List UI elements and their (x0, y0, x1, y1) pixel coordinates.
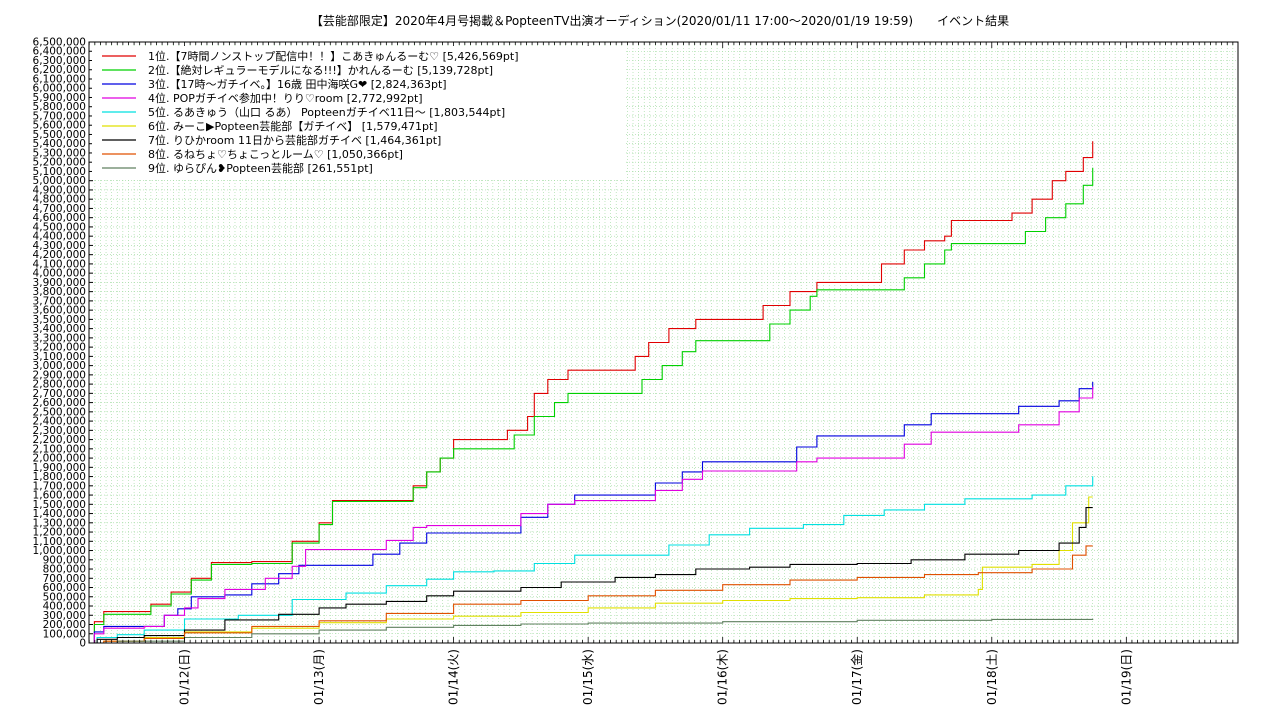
series-line (89, 545, 1093, 644)
y-tick-label: 900,000 (43, 554, 86, 566)
y-tick-label: 2,300,000 (33, 425, 86, 437)
legend-label: 1位.【7時間ノンストップ配信中！！】こあきゅんるーむ♡ [5,426,569p… (148, 49, 519, 63)
y-tick-label: 6,000,000 (33, 83, 86, 95)
y-tick-label: 3,600,000 (33, 305, 86, 317)
legend-label: 8位. るねちょ♡ちょこっとルーム♡ [1,050,366pt] (148, 147, 403, 161)
y-tick-label: 4,700,000 (33, 203, 86, 215)
y-tick-label: 4,800,000 (33, 194, 86, 206)
x-tick-label: 01/14(火) (447, 649, 461, 705)
x-tick-label: 01/19(日) (1119, 649, 1133, 705)
x-tick-label: 01/12(日) (178, 649, 192, 705)
y-tick-label: 1,800,000 (33, 471, 86, 483)
y-tick-label: 1,000,000 (33, 545, 86, 557)
series-layer (89, 141, 1094, 644)
y-tick-label: 4,100,000 (33, 258, 86, 270)
y-tick-label: 3,700,000 (33, 295, 86, 307)
y-tick-label: 4,300,000 (33, 240, 86, 252)
legend-label: 2位.【絶対レギュラーモデルになる!!!】かれんるーむ [5,139,728pt… (148, 63, 493, 77)
y-tick-label: 5,000,000 (33, 175, 86, 187)
x-tick-label: 01/13(月) (312, 649, 326, 705)
y-tick-label: 2,700,000 (33, 388, 86, 400)
y-tick-label: 6,200,000 (33, 64, 86, 76)
y-tick-label: 3,100,000 (33, 351, 86, 363)
y-tick-label: 5,400,000 (33, 138, 86, 150)
y-tick-label: 2,900,000 (33, 369, 86, 381)
y-tick-label: 2,000,000 (33, 453, 86, 465)
y-tick-label: 300,000 (43, 610, 86, 622)
y-tick-label: 1,400,000 (33, 508, 86, 520)
series-line (89, 507, 1093, 644)
series-line (89, 496, 1093, 644)
series-line (89, 618, 1094, 644)
y-tick-label: 5,800,000 (33, 101, 86, 113)
axis-layer: 0100,000200,000300,000400,000500,000600,… (33, 37, 1239, 705)
y-tick-label: 400,000 (43, 601, 86, 613)
y-tick-label: 3,300,000 (33, 332, 86, 344)
legend-label: 5位. るあきゅう（山口 るあ） Popteenガチイベ11日〜 [1,803,… (148, 105, 505, 119)
y-tick-label: 2,100,000 (33, 443, 86, 455)
y-tick-label: 5,200,000 (33, 157, 86, 169)
y-tick-label: 5,700,000 (33, 110, 86, 122)
y-tick-label: 4,600,000 (33, 212, 86, 224)
y-tick-label: 2,200,000 (33, 434, 86, 446)
y-tick-label: 1,200,000 (33, 527, 86, 539)
legend-label: 4位. POPガチイベ参加中！りり♡room [2,772,992pt] (148, 91, 423, 105)
y-tick-label: 700,000 (43, 573, 86, 585)
y-tick-label: 3,000,000 (33, 360, 86, 372)
legend-label: 3位.【17時〜ガチイベ。】16歳 田中海咲G❤ [2,824,363pt] (148, 77, 447, 91)
y-tick-label: 4,200,000 (33, 249, 86, 261)
legend-label: 6位. みーこ▶Popteen芸能部【ガチイベ】 [1,579,471pt] (148, 119, 438, 133)
y-tick-label: 0 (79, 638, 86, 650)
y-tick-label: 6,400,000 (33, 46, 86, 58)
legend-background (92, 46, 626, 180)
y-tick-label: 1,100,000 (33, 536, 86, 548)
plot-border (88, 41, 1239, 644)
y-tick-label: 3,500,000 (33, 314, 86, 326)
legend-label: 9位. ゆらぴん❥Popteen芸能部 [261,551pt] (148, 161, 373, 175)
y-tick-label: 5,100,000 (33, 166, 86, 178)
series-line (89, 476, 1094, 644)
y-tick-label: 2,400,000 (33, 416, 86, 428)
y-tick-label: 6,500,000 (33, 37, 86, 49)
legend-label: 7位. りひかroom 11日から芸能部ガチイベ [1,464,361pt] (148, 133, 441, 147)
y-tick-label: 5,300,000 (33, 147, 86, 159)
y-tick-label: 5,900,000 (33, 92, 86, 104)
y-tick-label: 600,000 (43, 582, 86, 594)
y-tick-label: 6,300,000 (33, 55, 86, 67)
y-tick-label: 200,000 (43, 619, 86, 631)
y-tick-label: 3,800,000 (33, 286, 86, 298)
series-line (89, 386, 1094, 644)
y-tick-label: 100,000 (43, 628, 86, 640)
y-tick-label: 1,700,000 (33, 480, 86, 492)
y-tick-label: 4,000,000 (33, 268, 86, 280)
y-tick-label: 1,600,000 (33, 490, 86, 502)
series-line (89, 167, 1094, 644)
legend: 1位.【7時間ノンストップ配信中！！】こあきゅんるーむ♡ [5,426,569p… (92, 46, 626, 180)
y-tick-label: 3,200,000 (33, 342, 86, 354)
x-tick-label: 01/15(水) (581, 649, 595, 705)
y-tick-label: 2,600,000 (33, 397, 86, 409)
y-tick-label: 4,900,000 (33, 184, 86, 196)
series-line (89, 141, 1094, 644)
y-tick-label: 5,600,000 (33, 120, 86, 132)
x-tick-label: 01/17(金) (849, 649, 864, 705)
y-tick-label: 1,500,000 (33, 499, 86, 511)
y-tick-label: 4,400,000 (33, 231, 86, 243)
y-tick-label: 1,900,000 (33, 462, 86, 474)
y-tick-label: 3,400,000 (33, 323, 86, 335)
chart-title: 【芸能部限定】2020年4月号掲載＆PopteenTV出演オーディション(202… (311, 13, 1009, 28)
x-tick-label: 01/16(木) (716, 649, 730, 705)
y-tick-label: 1,300,000 (33, 517, 86, 529)
y-tick-label: 500,000 (43, 591, 86, 603)
y-tick-label: 6,100,000 (33, 73, 86, 85)
series-line (89, 381, 1094, 644)
y-tick-label: 2,800,000 (33, 379, 86, 391)
y-tick-label: 2,500,000 (33, 406, 86, 418)
y-tick-label: 800,000 (43, 564, 86, 576)
y-tick-label: 5,500,000 (33, 129, 86, 141)
x-tick-label: 01/18(土) (985, 649, 999, 705)
y-tick-label: 3,900,000 (33, 277, 86, 289)
y-tick-label: 4,500,000 (33, 221, 86, 233)
